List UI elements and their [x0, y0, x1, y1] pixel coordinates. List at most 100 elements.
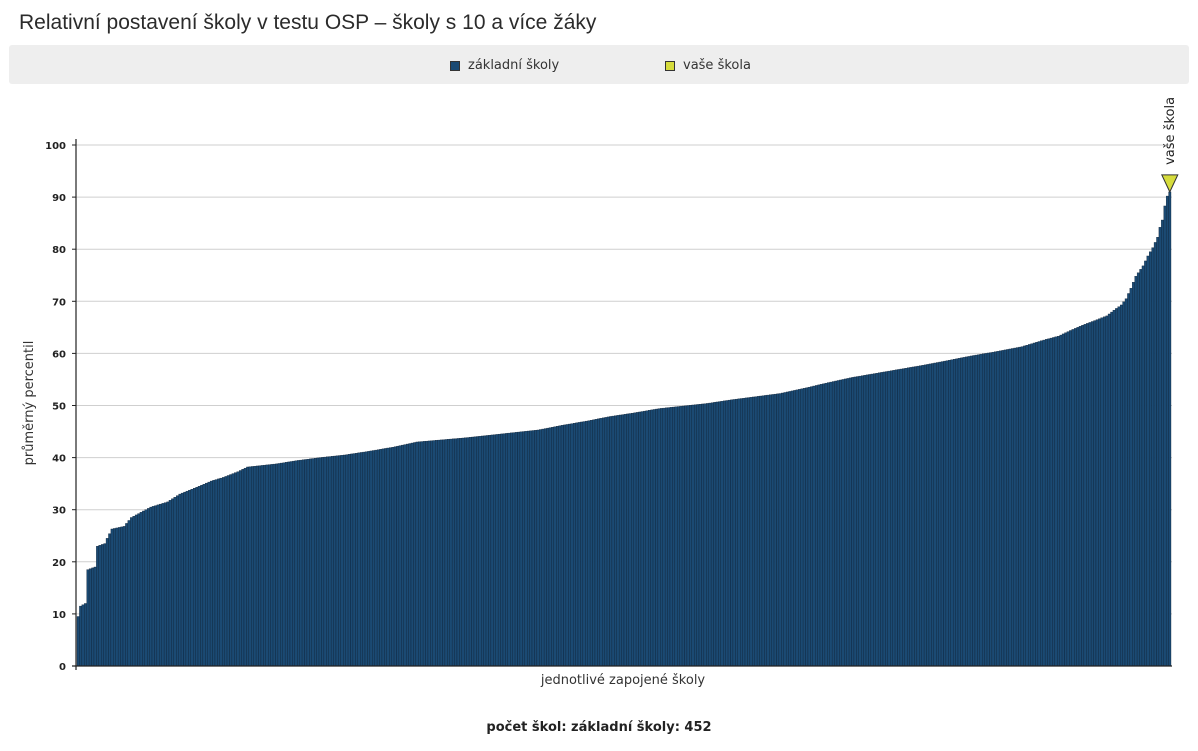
bar: [824, 382, 828, 667]
bar: [863, 375, 867, 667]
legend-item-vase-skola[interactable]: vaše škola: [665, 58, 751, 73]
bar: [217, 478, 220, 667]
bar: [853, 376, 857, 667]
bar: [330, 456, 334, 667]
bar: [933, 362, 937, 667]
bar: [609, 416, 613, 667]
bar: [998, 350, 1002, 667]
bar: [553, 426, 557, 667]
bar: [563, 424, 567, 667]
bar: [502, 433, 506, 667]
bar: [660, 408, 663, 667]
your-school-marker[interactable]: vaše škola: [1161, 97, 1179, 194]
bar: [364, 451, 368, 667]
bar: [621, 414, 625, 667]
bar: [468, 437, 472, 667]
y-tick-label: 80: [52, 245, 66, 256]
bar: [473, 436, 477, 667]
bar: [260, 465, 264, 667]
bar: [430, 440, 433, 667]
bar: [585, 420, 588, 667]
bar: [439, 439, 443, 667]
bar: [1090, 321, 1094, 667]
bar: [427, 440, 431, 667]
bar: [255, 465, 259, 667]
bar: [113, 528, 116, 667]
bar: [865, 374, 869, 667]
bar: [1044, 339, 1048, 667]
bar: [420, 441, 424, 667]
bar: [1076, 327, 1080, 667]
bar: [376, 449, 380, 667]
bar: [1064, 332, 1068, 667]
x-axis-label: jednotlivé zapojené školy: [540, 673, 706, 688]
bar: [251, 466, 254, 667]
bar: [514, 432, 518, 667]
bar: [130, 517, 133, 667]
bar: [885, 371, 888, 667]
bar: [599, 418, 603, 667]
legend-item-zakladni-skoly[interactable]: základní školy: [450, 58, 559, 73]
bar: [481, 435, 484, 667]
bar: [405, 443, 409, 667]
bar: [205, 482, 208, 667]
bar: [81, 604, 85, 667]
bar: [299, 459, 303, 667]
bar: [476, 436, 479, 667]
bar: [921, 365, 925, 667]
bar: [645, 410, 649, 667]
bar: [396, 445, 400, 667]
bar: [694, 404, 697, 667]
bar: [415, 441, 419, 667]
bar: [238, 470, 242, 667]
bar: [773, 393, 777, 667]
bar: [756, 396, 760, 667]
bar: [1069, 330, 1072, 667]
your-school-triangle[interactable]: [1161, 174, 1179, 194]
bar: [919, 365, 922, 667]
bar: [662, 407, 666, 667]
bar: [1100, 317, 1104, 667]
bar: [575, 422, 579, 667]
bar: [328, 456, 332, 667]
legend: základní školy vaše škola: [9, 45, 1189, 84]
bar: [957, 358, 961, 667]
bar: [1086, 323, 1089, 667]
bar: [587, 420, 591, 667]
bar: [408, 443, 412, 667]
bar: [362, 451, 366, 667]
bar: [122, 526, 126, 667]
bar: [144, 509, 148, 667]
bar: [568, 423, 571, 667]
bar: [674, 406, 678, 667]
bar: [372, 450, 375, 667]
bar: [565, 424, 569, 667]
bar: [960, 357, 964, 667]
bar: [861, 375, 864, 667]
bar: [580, 421, 584, 667]
bar: [398, 445, 402, 667]
bar: [209, 480, 213, 667]
bar: [246, 466, 250, 667]
bar: [103, 543, 107, 667]
bar: [275, 463, 279, 667]
y-tick-labels: 0 10 20 30 40 50 60 70 80 90 100: [45, 141, 66, 673]
bar: [730, 399, 734, 667]
bar: [723, 400, 726, 667]
bar: [994, 351, 997, 667]
bar: [839, 379, 843, 667]
bar: [626, 413, 630, 667]
bar: [76, 616, 80, 667]
bar: [720, 401, 724, 667]
bar: [263, 464, 266, 667]
bar: [643, 410, 646, 667]
bar: [464, 437, 467, 667]
bar: [384, 448, 387, 667]
bar: [241, 469, 245, 667]
bar: [735, 398, 738, 667]
bar: [1037, 341, 1041, 667]
bar: [343, 454, 346, 667]
bar: [517, 431, 521, 667]
bar: [582, 421, 586, 667]
bar: [969, 355, 973, 667]
